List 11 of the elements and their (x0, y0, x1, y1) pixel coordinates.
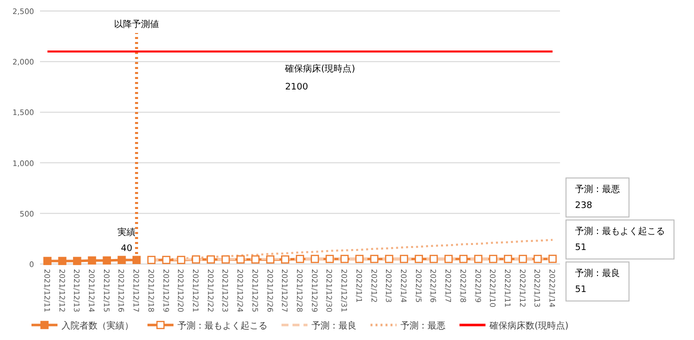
text: 予測：最悪 238 (575, 184, 620, 211)
annotation: 確保病床(現時点) 2100 (284, 63, 356, 92)
legend-label: 確保病床数(現時点) (488, 320, 569, 332)
text: 予測：最良 51 (575, 268, 620, 295)
legend-label: 予測：最良 (311, 320, 356, 332)
legend-label: 入院者数（実績） (61, 320, 134, 332)
text: 予測：最もよく起こる 51 (575, 226, 665, 253)
legend-label: 予測：最悪 (400, 320, 446, 332)
ref-line-label: 以降予測値 (114, 19, 160, 30)
legend-label: 予測：最もよく起こる (177, 320, 268, 332)
annotation: 実績 40 (118, 226, 136, 254)
